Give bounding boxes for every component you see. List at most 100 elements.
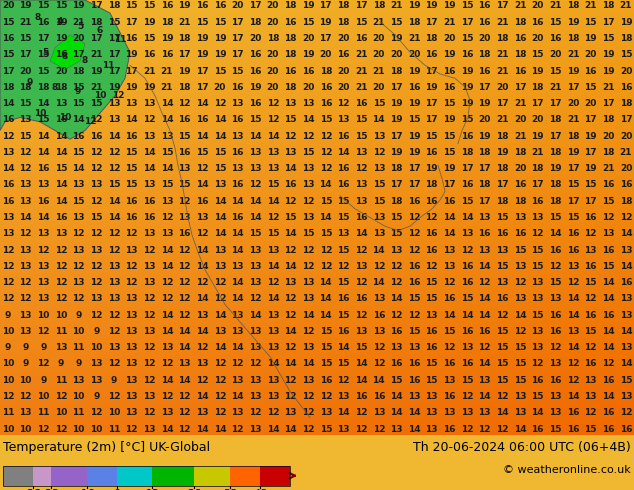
Text: 13: 13 (37, 180, 49, 190)
Text: 10: 10 (20, 424, 32, 434)
Text: 16: 16 (160, 1, 173, 10)
Text: 14: 14 (320, 213, 332, 222)
Text: 13: 13 (355, 196, 367, 206)
Text: 13: 13 (231, 99, 244, 108)
Text: 19: 19 (320, 18, 332, 27)
Text: 15: 15 (231, 67, 244, 75)
Text: 15: 15 (37, 1, 49, 10)
Text: 21: 21 (355, 83, 367, 92)
Text: 12: 12 (108, 164, 120, 173)
Text: 12: 12 (567, 360, 579, 368)
Text: 12: 12 (178, 99, 191, 108)
Text: 15: 15 (284, 115, 297, 124)
Text: 13: 13 (126, 327, 138, 336)
Text: 13: 13 (390, 424, 403, 434)
Text: 14: 14 (567, 392, 579, 401)
Text: 14: 14 (266, 262, 279, 271)
Text: 13: 13 (249, 343, 261, 352)
Text: 21: 21 (514, 99, 526, 108)
Text: 12: 12 (284, 343, 297, 352)
Text: 13: 13 (514, 294, 526, 303)
Text: 13: 13 (302, 294, 314, 303)
Text: 15: 15 (531, 262, 544, 271)
Text: 12: 12 (55, 278, 67, 287)
Text: 18: 18 (602, 115, 614, 124)
Text: 13: 13 (143, 180, 155, 190)
Text: 18: 18 (496, 132, 508, 141)
Text: 14: 14 (160, 99, 173, 108)
Text: 14: 14 (20, 213, 32, 222)
Text: 13: 13 (126, 311, 138, 319)
Text: 8: 8 (52, 82, 58, 92)
Text: 14: 14 (160, 245, 173, 254)
Text: 16: 16 (143, 196, 155, 206)
Text: 16: 16 (390, 327, 403, 336)
Text: 19: 19 (143, 18, 155, 27)
Text: 14: 14 (408, 424, 420, 434)
Text: 12: 12 (355, 311, 367, 319)
Text: 12: 12 (72, 262, 85, 271)
Text: 15: 15 (602, 196, 614, 206)
Text: 13: 13 (373, 229, 385, 238)
Text: 13: 13 (355, 180, 367, 190)
Text: 12: 12 (90, 408, 103, 417)
Text: 14: 14 (479, 262, 491, 271)
Text: 20: 20 (214, 83, 226, 92)
Text: 14: 14 (443, 229, 456, 238)
Text: 21: 21 (602, 83, 614, 92)
Text: 14: 14 (178, 376, 191, 385)
Text: 19: 19 (461, 99, 474, 108)
Text: 19: 19 (249, 83, 261, 92)
Text: 15: 15 (126, 148, 138, 157)
Text: 15: 15 (20, 132, 32, 141)
Text: 12: 12 (72, 294, 85, 303)
Text: 12: 12 (479, 278, 491, 287)
Text: 18: 18 (55, 83, 67, 92)
Text: 19: 19 (479, 99, 491, 108)
Text: 16: 16 (355, 392, 367, 401)
Text: 11: 11 (72, 343, 85, 352)
Text: 13: 13 (585, 392, 597, 401)
Text: 14: 14 (373, 278, 385, 287)
Text: 12: 12 (90, 278, 103, 287)
Text: © weatheronline.co.uk: © weatheronline.co.uk (503, 465, 631, 475)
Text: 21: 21 (567, 115, 579, 124)
Text: 12: 12 (390, 278, 403, 287)
Text: 10: 10 (34, 109, 46, 118)
Text: 15: 15 (126, 164, 138, 173)
Text: 16: 16 (178, 148, 191, 157)
Text: 14: 14 (266, 196, 279, 206)
Text: 15: 15 (320, 196, 332, 206)
Text: 12: 12 (108, 327, 120, 336)
Bar (33, 466, 51, 486)
Text: 16: 16 (496, 294, 508, 303)
Text: 13: 13 (231, 311, 244, 319)
Text: 12: 12 (373, 360, 385, 368)
Text: 17: 17 (231, 34, 244, 43)
Text: 16: 16 (320, 376, 332, 385)
Text: 13: 13 (355, 148, 367, 157)
Text: 16: 16 (425, 196, 438, 206)
Text: 13: 13 (302, 164, 314, 173)
Text: 19: 19 (302, 50, 314, 59)
Text: 12: 12 (90, 229, 103, 238)
Text: 15: 15 (567, 180, 579, 190)
Text: 15: 15 (55, 1, 67, 10)
Text: 12: 12 (408, 229, 420, 238)
Text: 17: 17 (178, 50, 191, 59)
Text: 13: 13 (20, 262, 32, 271)
Text: 15: 15 (461, 376, 474, 385)
Text: 15: 15 (549, 278, 562, 287)
Text: 17: 17 (585, 196, 597, 206)
Text: 17: 17 (567, 196, 579, 206)
Text: 20: 20 (72, 34, 85, 43)
Text: 15: 15 (496, 343, 508, 352)
Text: 13: 13 (126, 408, 138, 417)
Text: 13: 13 (549, 360, 562, 368)
Text: 12: 12 (196, 229, 209, 238)
Text: 14: 14 (266, 360, 279, 368)
Text: 19: 19 (531, 67, 544, 75)
Text: 13: 13 (126, 99, 138, 108)
Text: 14: 14 (567, 294, 579, 303)
Text: 16: 16 (461, 132, 474, 141)
